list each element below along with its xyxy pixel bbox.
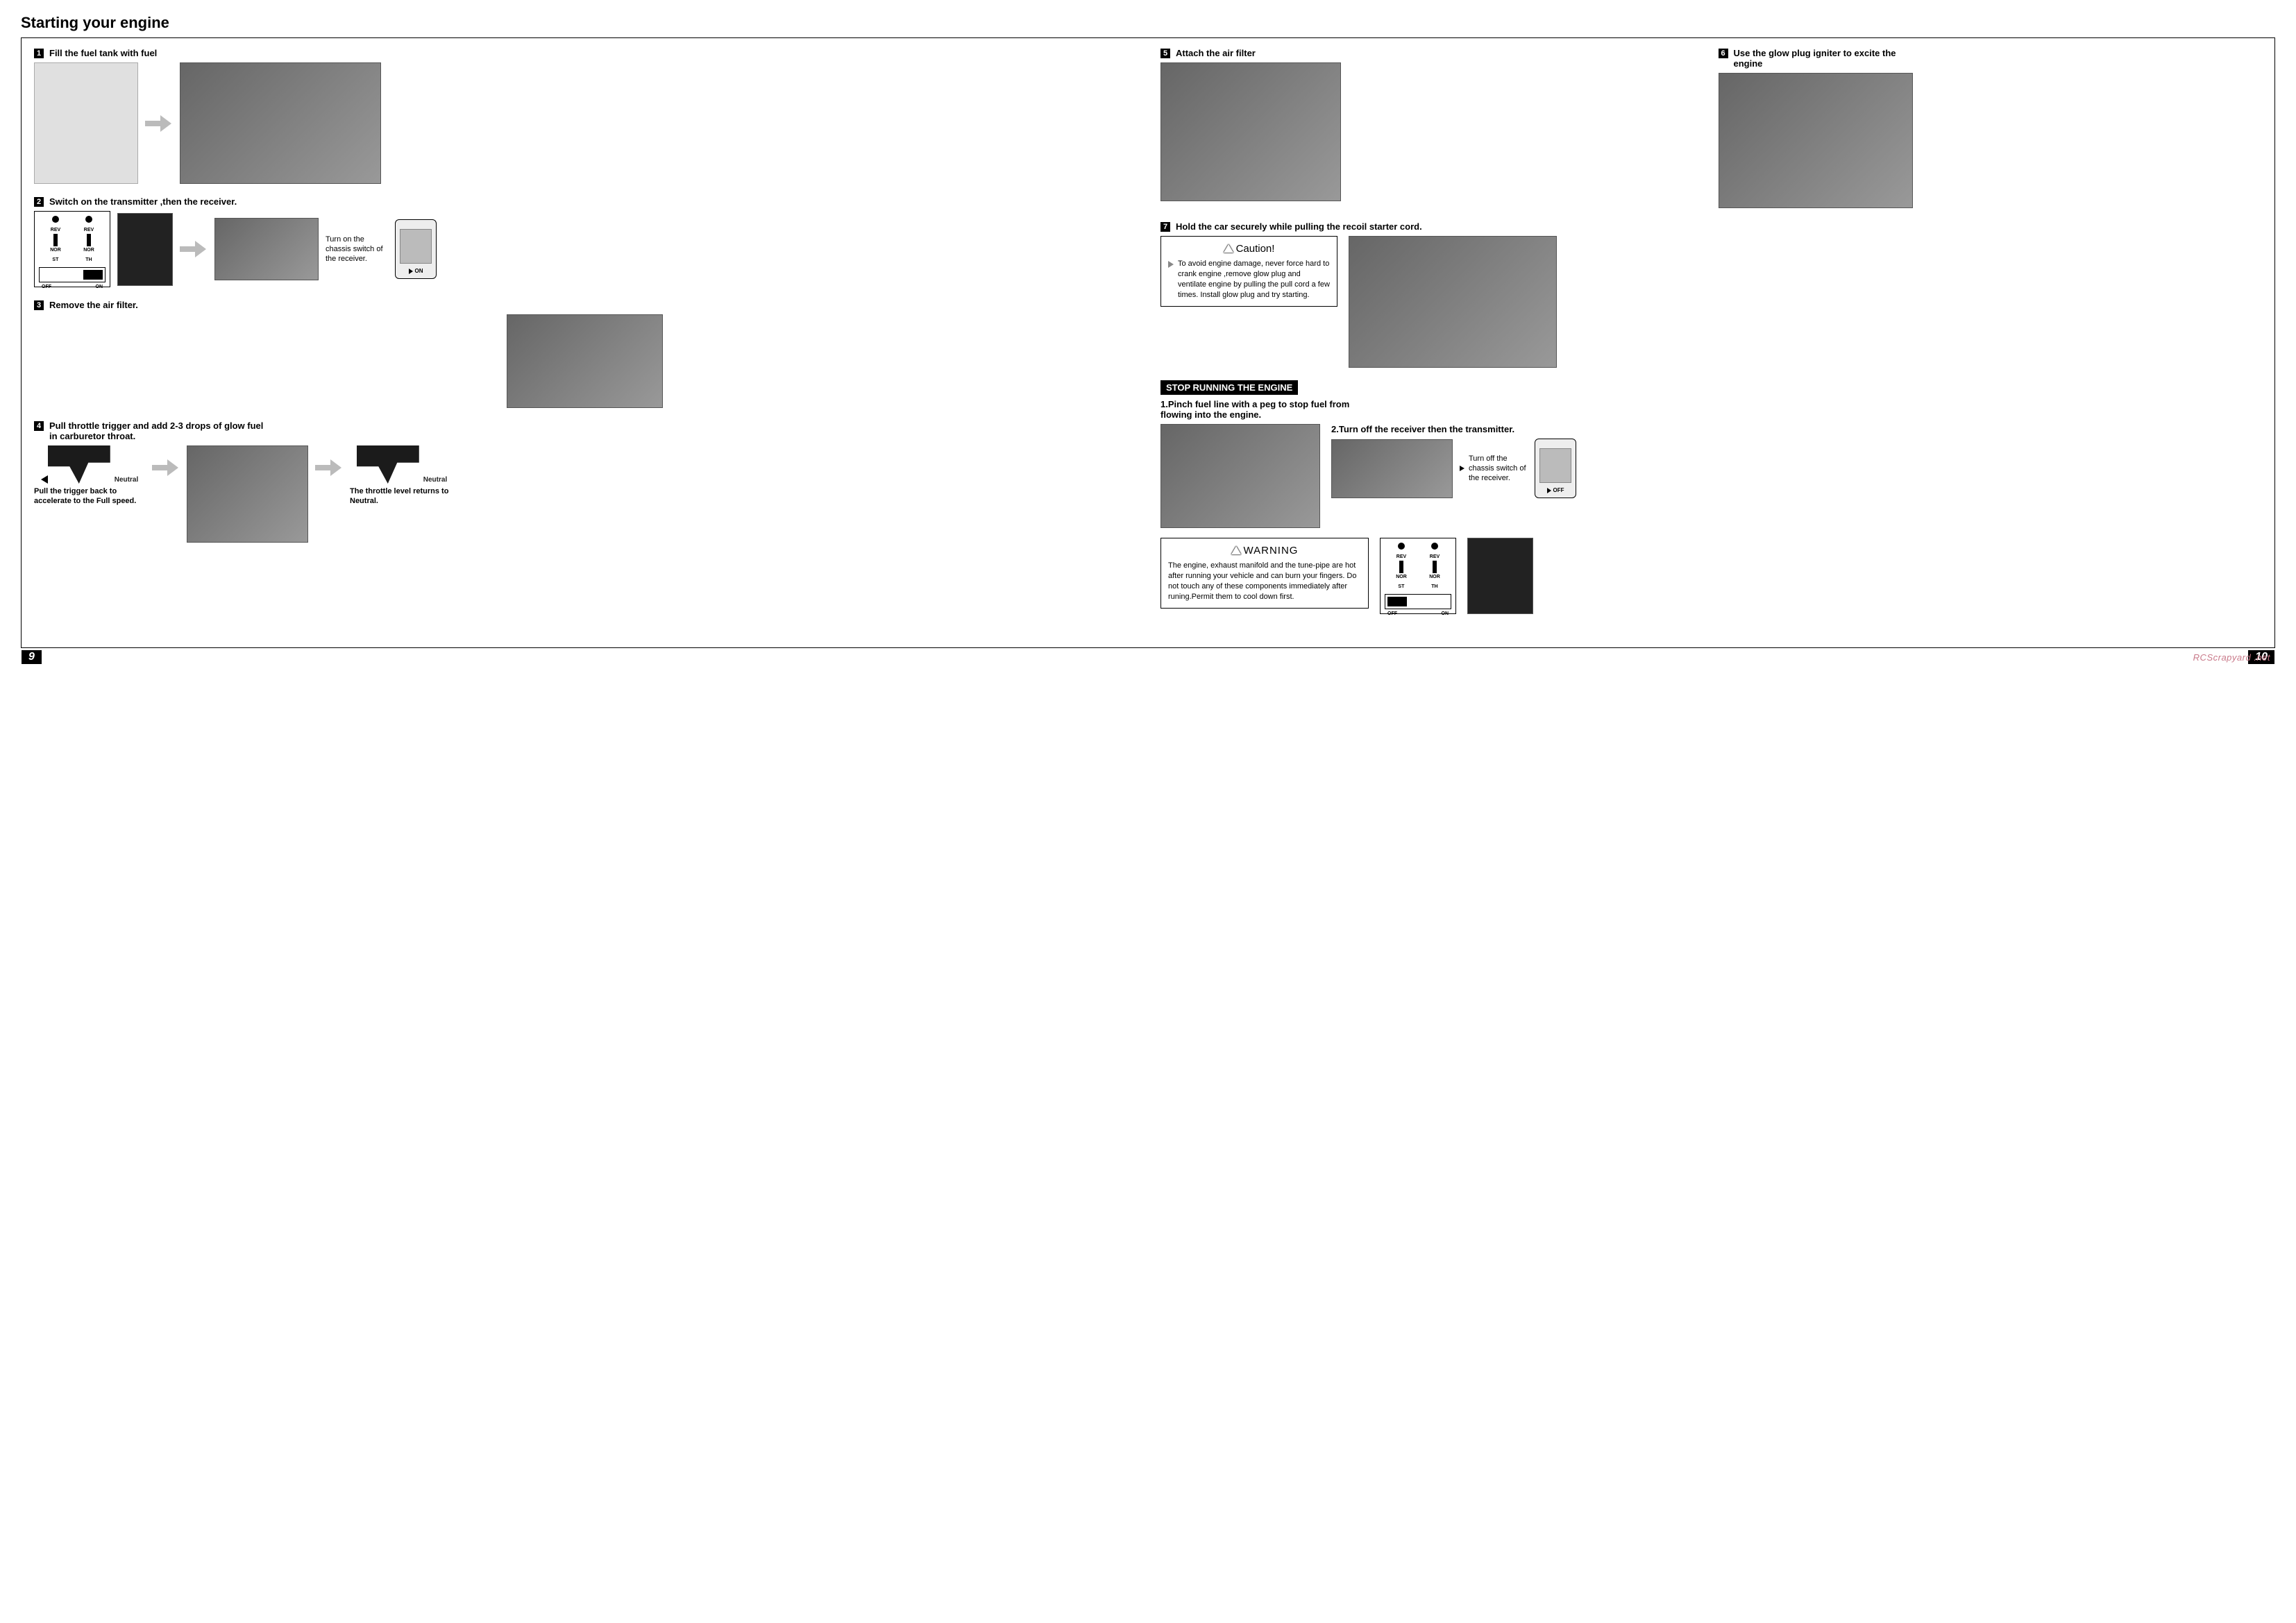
arrow-icon (180, 241, 208, 257)
tx2-nor-label: NOR (1396, 575, 1407, 579)
tx-off-label: OFF (42, 284, 51, 289)
throttle-pull-caption: Pull the trigger back to accelerate to t… (34, 486, 145, 507)
tx2-rev-label2: REV (1430, 554, 1440, 559)
pull-arrow-icon (41, 475, 48, 484)
tx2-off-label: OFF (1387, 611, 1397, 616)
tx2-rev-label: REV (1396, 554, 1406, 559)
transmitter-off-diagram: REV NOR REV NOR ST TH OFF ON (1380, 538, 1456, 614)
remove-filter-illus (507, 314, 663, 408)
tx-th-label: TH (85, 257, 92, 262)
tx-power-switch: OFF ON (39, 267, 105, 282)
rx-on-label: ON (415, 268, 423, 274)
watermark: RCScrapyard .net (2193, 652, 2270, 663)
step-4-title: Pull throttle trigger and add 2-3 drops … (49, 420, 271, 441)
step-3: 3 Remove the air filter. (34, 300, 1136, 408)
tx-nor-label2: NOR (83, 248, 94, 253)
tx-nor-label: NOR (50, 248, 61, 253)
transmitter-illus2 (1467, 538, 1533, 614)
step-7-title: Hold the car securely while pulling the … (1176, 221, 1422, 232)
step-2: 2 Switch on the transmitter ,then the re… (34, 196, 1136, 287)
warning-body: The engine, exhaust manifold and the tun… (1168, 561, 1361, 602)
carburetor-illus (187, 445, 308, 543)
step-3-title: Remove the air filter. (49, 300, 138, 310)
step-4: 4 Pull throttle trigger and add 2-3 drop… (34, 420, 1136, 543)
tx-power-switch-off: OFF ON (1385, 594, 1451, 609)
stop-p2-title: 2.Turn off the receiver then the transmi… (1331, 424, 2262, 434)
callout-arrow-icon (1460, 466, 1464, 471)
caution-body: To avoid engine damage, never force hard… (1178, 259, 1330, 300)
stop-p1-title: 1.Pinch fuel line with a peg to stop fue… (1160, 399, 1369, 420)
step-2-title: Switch on the transmitter ,then the rece… (49, 196, 237, 207)
tx2-th-label: TH (1431, 584, 1437, 589)
fuel-bottle-illus (34, 62, 138, 184)
stop-section: STOP RUNNING THE ENGINE 1.Pinch fuel lin… (1160, 380, 2262, 614)
throttle-trigger-illus (48, 445, 110, 484)
page-number-left: 9 (22, 650, 42, 664)
step-3-num: 3 (34, 300, 44, 310)
left-column: 1 Fill the fuel tank with fuel 2 Switch … (34, 48, 1136, 627)
tx2-nor-label2: NOR (1429, 575, 1440, 579)
step-7-num: 7 (1160, 222, 1170, 232)
step-4-num: 4 (34, 421, 44, 431)
receiver-diagram: ON (395, 219, 437, 279)
transmitter-illus (117, 213, 173, 286)
transmitter-diagram: REV NOR REV NOR ST TH OFF ON (34, 211, 110, 287)
warning-box: WARNING The engine, exhaust manifold and… (1160, 538, 1369, 609)
stop-bar: STOP RUNNING THE ENGINE (1160, 380, 1298, 395)
tx-rev-label: REV (51, 228, 60, 232)
tx-rev-label2: REV (84, 228, 94, 232)
warning-icon (1224, 244, 1233, 253)
step-7: 7 Hold the car securely while pulling th… (1160, 221, 2262, 368)
fill-tank-illus (180, 62, 381, 184)
step-6-title: Use the glow plug igniter to excite the … (1734, 48, 1900, 69)
throttle-return-caption: The throttle level returns to Neutral. (350, 486, 454, 507)
tx2-st-label: ST (1398, 584, 1404, 589)
chassis-illus (214, 218, 319, 280)
attach-filter-illus (1160, 62, 1341, 201)
neutral-label2: Neutral (423, 476, 447, 484)
step-1: 1 Fill the fuel tank with fuel (34, 48, 1136, 184)
rx-off-label: OFF (1553, 487, 1564, 493)
step-5-title: Attach the air filter (1176, 48, 1256, 58)
caution-title: Caution! (1236, 243, 1275, 255)
bullet-arrow-icon (1168, 261, 1174, 268)
tx2-on-label: ON (1442, 611, 1449, 616)
right-column: 5 Attach the air filter 6 Use the glow p… (1160, 48, 2262, 627)
throttle-neutral-illus (357, 445, 419, 484)
step-1-title: Fill the fuel tank with fuel (49, 48, 157, 58)
arrow-icon (315, 459, 343, 476)
tx-st-label: ST (52, 257, 58, 262)
glow-igniter-illus (1719, 73, 1913, 208)
arrow-icon (152, 459, 180, 476)
chassis-off-illus (1331, 439, 1453, 498)
step-1-num: 1 (34, 49, 44, 58)
pinch-fuel-illus (1160, 424, 1320, 528)
step-2-num: 2 (34, 197, 44, 207)
rx-switch-note: Turn on the chassis switch of the receiv… (326, 235, 388, 264)
tx-on-label: ON (96, 284, 103, 289)
page-title: Starting your engine (21, 14, 2275, 32)
step-6-num: 6 (1719, 49, 1728, 58)
neutral-label: Neutral (115, 476, 138, 484)
warning-title: WARNING (1244, 545, 1299, 556)
warning-icon (1231, 546, 1241, 554)
recoil-starter-illus (1349, 236, 1557, 368)
arrow-icon (145, 115, 173, 132)
receiver-off-diagram: OFF (1535, 439, 1576, 498)
page-frame: 1 Fill the fuel tank with fuel 2 Switch … (21, 37, 2275, 648)
step-5-num: 5 (1160, 49, 1170, 58)
rx-off-note: Turn off the chassis switch of the recei… (1469, 454, 1528, 484)
caution-box: Caution! To avoid engine damage, never f… (1160, 236, 1337, 307)
